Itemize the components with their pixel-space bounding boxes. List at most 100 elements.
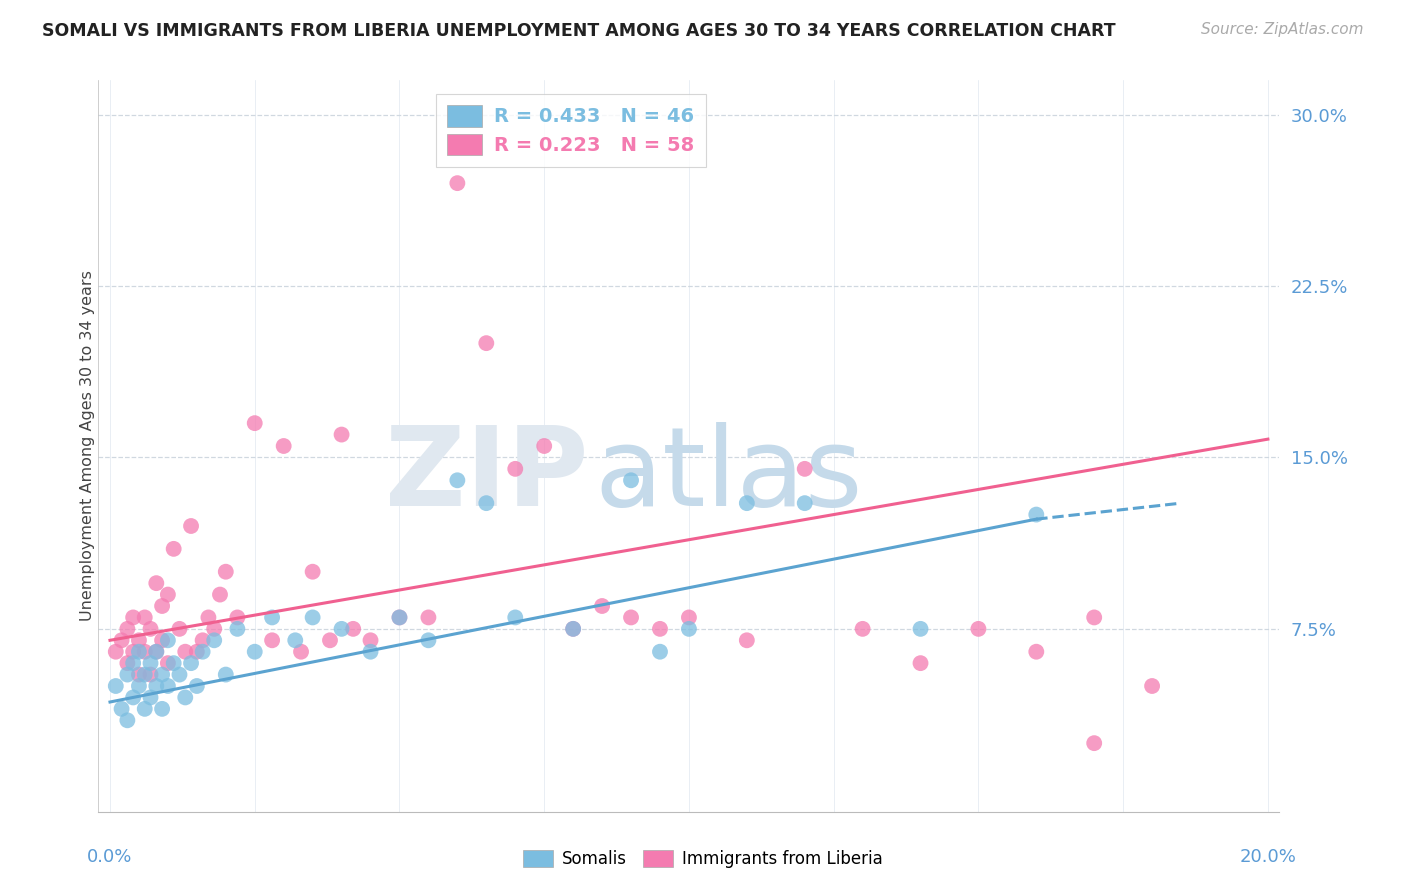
Point [793, 496, 815, 510]
Point [967, 622, 990, 636]
Point [418, 633, 440, 648]
Point [139, 622, 162, 636]
Point [418, 610, 440, 624]
Point [388, 610, 411, 624]
Point [678, 610, 700, 624]
Point [169, 667, 191, 681]
Point [122, 690, 145, 705]
Point [1083, 610, 1105, 624]
Point [156, 656, 179, 670]
Text: ZIP: ZIP [385, 422, 589, 529]
Point [134, 667, 156, 681]
Point [156, 588, 179, 602]
Point [360, 645, 382, 659]
Point [128, 645, 150, 659]
Point [215, 565, 238, 579]
Point [150, 702, 173, 716]
Point [150, 667, 173, 681]
Point [145, 679, 167, 693]
Point [1025, 645, 1047, 659]
Point [273, 439, 295, 453]
Point [910, 656, 932, 670]
Point [145, 645, 167, 659]
Point [262, 633, 284, 648]
Point [197, 610, 219, 624]
Point [301, 565, 323, 579]
Point [150, 599, 173, 613]
Point [793, 462, 815, 476]
Point [122, 645, 145, 659]
Point [156, 633, 179, 648]
Text: SOMALI VS IMMIGRANTS FROM LIBERIA UNEMPLOYMENT AMONG AGES 30 TO 34 YEARS CORRELA: SOMALI VS IMMIGRANTS FROM LIBERIA UNEMPL… [42, 22, 1116, 40]
Y-axis label: Unemployment Among Ages 30 to 34 years: Unemployment Among Ages 30 to 34 years [80, 270, 94, 622]
Point [208, 588, 231, 602]
Point [191, 633, 214, 648]
Point [174, 645, 197, 659]
Point [533, 439, 555, 453]
Point [191, 645, 214, 659]
Point [284, 633, 307, 648]
Point [156, 679, 179, 693]
Point [122, 610, 145, 624]
Point [290, 645, 312, 659]
Point [128, 667, 150, 681]
Point [104, 679, 127, 693]
Point [262, 610, 284, 624]
Point [150, 633, 173, 648]
Text: 0.0%: 0.0% [87, 848, 132, 866]
Point [475, 336, 498, 351]
Point [620, 473, 643, 487]
Point [139, 690, 162, 705]
Point [110, 702, 132, 716]
Point [1140, 679, 1163, 693]
Point [330, 622, 353, 636]
Point [243, 416, 266, 430]
Point [139, 667, 162, 681]
Point [202, 622, 225, 636]
Point [226, 622, 249, 636]
Point [319, 633, 342, 648]
Point [180, 656, 202, 670]
Point [852, 622, 875, 636]
Text: Source: ZipAtlas.com: Source: ZipAtlas.com [1201, 22, 1364, 37]
Point [243, 645, 266, 659]
Point [301, 610, 323, 624]
Point [591, 599, 613, 613]
Point [202, 633, 225, 648]
Point [475, 496, 498, 510]
Point [503, 610, 526, 624]
Text: atlas: atlas [595, 422, 863, 529]
Point [128, 679, 150, 693]
Point [117, 714, 139, 728]
Point [145, 576, 167, 591]
Point [134, 645, 156, 659]
Point [735, 496, 758, 510]
Point [117, 667, 139, 681]
Point [134, 610, 156, 624]
Legend: Somalis, Immigrants from Liberia: Somalis, Immigrants from Liberia [517, 843, 889, 875]
Legend: R = 0.433   N = 46, R = 0.223   N = 58: R = 0.433 N = 46, R = 0.223 N = 58 [436, 94, 706, 167]
Point [117, 656, 139, 670]
Point [735, 633, 758, 648]
Point [145, 645, 167, 659]
Point [360, 633, 382, 648]
Point [620, 610, 643, 624]
Point [134, 702, 156, 716]
Point [226, 610, 249, 624]
Point [648, 645, 671, 659]
Point [122, 656, 145, 670]
Point [215, 667, 238, 681]
Point [180, 519, 202, 533]
Point [128, 633, 150, 648]
Point [446, 473, 468, 487]
Point [186, 679, 208, 693]
Point [117, 622, 139, 636]
Point [342, 622, 364, 636]
Point [503, 462, 526, 476]
Point [110, 633, 132, 648]
Text: 20.0%: 20.0% [1240, 848, 1296, 866]
Point [562, 622, 585, 636]
Point [910, 622, 932, 636]
Point [1083, 736, 1105, 750]
Point [104, 645, 127, 659]
